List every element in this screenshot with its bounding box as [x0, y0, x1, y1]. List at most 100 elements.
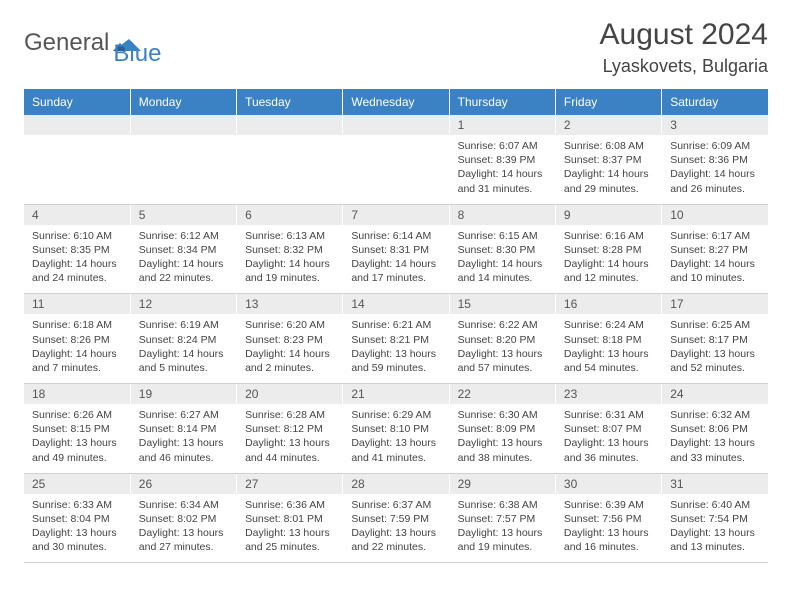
sunrise-line: Sunrise: 6:38 AM: [458, 498, 547, 512]
day-number: 3: [662, 115, 768, 135]
day-header: Wednesday: [343, 89, 449, 115]
day-number: 22: [450, 384, 555, 404]
day-number: 5: [131, 205, 236, 225]
sunset-line: Sunset: 8:04 PM: [32, 512, 122, 526]
day-header: Saturday: [662, 89, 768, 115]
sunrise-line: Sunrise: 6:07 AM: [458, 139, 547, 153]
calendar-cell: 9Sunrise: 6:16 AMSunset: 8:28 PMDaylight…: [555, 204, 661, 294]
day-body: Sunrise: 6:07 AMSunset: 8:39 PMDaylight:…: [450, 135, 555, 204]
sunrise-line: Sunrise: 6:20 AM: [245, 318, 334, 332]
day-number: 6: [237, 205, 342, 225]
day-body: Sunrise: 6:38 AMSunset: 7:57 PMDaylight:…: [450, 494, 555, 563]
calendar-cell: [130, 115, 236, 204]
sunset-line: Sunset: 8:07 PM: [564, 422, 653, 436]
calendar-cell: 22Sunrise: 6:30 AMSunset: 8:09 PMDayligh…: [449, 384, 555, 474]
sunrise-line: Sunrise: 6:15 AM: [458, 229, 547, 243]
calendar-cell: 10Sunrise: 6:17 AMSunset: 8:27 PMDayligh…: [662, 204, 768, 294]
day-number: 11: [24, 294, 130, 314]
calendar-cell: 14Sunrise: 6:21 AMSunset: 8:21 PMDayligh…: [343, 294, 449, 384]
day-number: 2: [556, 115, 661, 135]
daylight-line: Daylight: 14 hours and 24 minutes.: [32, 257, 122, 285]
daylight-line: Daylight: 13 hours and 49 minutes.: [32, 436, 122, 464]
day-number: 27: [237, 474, 342, 494]
daylight-line: Daylight: 13 hours and 54 minutes.: [564, 347, 653, 375]
daylight-line: Daylight: 14 hours and 19 minutes.: [245, 257, 334, 285]
logo-text-blue-wrap: Blue: [113, 40, 161, 68]
sunrise-line: Sunrise: 6:16 AM: [564, 229, 653, 243]
sunrise-line: Sunrise: 6:22 AM: [458, 318, 547, 332]
day-body: Sunrise: 6:22 AMSunset: 8:20 PMDaylight:…: [450, 314, 555, 383]
sunset-line: Sunset: 7:56 PM: [564, 512, 653, 526]
sunset-line: Sunset: 8:14 PM: [139, 422, 228, 436]
day-body: Sunrise: 6:14 AMSunset: 8:31 PMDaylight:…: [343, 225, 448, 294]
sunset-line: Sunset: 8:01 PM: [245, 512, 334, 526]
day-body: Sunrise: 6:25 AMSunset: 8:17 PMDaylight:…: [662, 314, 768, 383]
daylight-line: Daylight: 13 hours and 52 minutes.: [670, 347, 760, 375]
sunset-line: Sunset: 8:30 PM: [458, 243, 547, 257]
day-number: 12: [131, 294, 236, 314]
day-body: Sunrise: 6:10 AMSunset: 8:35 PMDaylight:…: [24, 225, 130, 294]
daylight-line: Daylight: 13 hours and 27 minutes.: [139, 526, 228, 554]
day-header: Friday: [555, 89, 661, 115]
daylight-line: Daylight: 14 hours and 5 minutes.: [139, 347, 228, 375]
sunset-line: Sunset: 8:09 PM: [458, 422, 547, 436]
day-number: 24: [662, 384, 768, 404]
calendar-cell: 28Sunrise: 6:37 AMSunset: 7:59 PMDayligh…: [343, 473, 449, 563]
sunrise-line: Sunrise: 6:24 AM: [564, 318, 653, 332]
day-number: 13: [237, 294, 342, 314]
day-body-empty: [237, 135, 342, 197]
sunset-line: Sunset: 7:57 PM: [458, 512, 547, 526]
daylight-line: Daylight: 14 hours and 22 minutes.: [139, 257, 228, 285]
day-number: 7: [343, 205, 448, 225]
daylight-line: Daylight: 14 hours and 17 minutes.: [351, 257, 440, 285]
sunrise-line: Sunrise: 6:29 AM: [351, 408, 440, 422]
sunset-line: Sunset: 8:17 PM: [670, 333, 760, 347]
day-body: Sunrise: 6:40 AMSunset: 7:54 PMDaylight:…: [662, 494, 768, 563]
sunrise-line: Sunrise: 6:26 AM: [32, 408, 122, 422]
calendar-cell: 21Sunrise: 6:29 AMSunset: 8:10 PMDayligh…: [343, 384, 449, 474]
calendar-cell: 23Sunrise: 6:31 AMSunset: 8:07 PMDayligh…: [555, 384, 661, 474]
sunset-line: Sunset: 8:24 PM: [139, 333, 228, 347]
sunrise-line: Sunrise: 6:13 AM: [245, 229, 334, 243]
sunrise-line: Sunrise: 6:33 AM: [32, 498, 122, 512]
calendar-cell: 1Sunrise: 6:07 AMSunset: 8:39 PMDaylight…: [449, 115, 555, 204]
day-body-empty: [343, 135, 448, 197]
day-number: 21: [343, 384, 448, 404]
calendar-cell: 3Sunrise: 6:09 AMSunset: 8:36 PMDaylight…: [662, 115, 768, 204]
daylight-line: Daylight: 13 hours and 46 minutes.: [139, 436, 228, 464]
day-number-empty: [131, 115, 236, 135]
logo-text-blue: Blue: [113, 40, 161, 67]
calendar-body: 1Sunrise: 6:07 AMSunset: 8:39 PMDaylight…: [24, 115, 768, 563]
calendar-cell: 2Sunrise: 6:08 AMSunset: 8:37 PMDaylight…: [555, 115, 661, 204]
sunrise-line: Sunrise: 6:30 AM: [458, 408, 547, 422]
day-number: 8: [450, 205, 555, 225]
logo-text-general: General: [24, 29, 109, 56]
day-body: Sunrise: 6:36 AMSunset: 8:01 PMDaylight:…: [237, 494, 342, 563]
day-body: Sunrise: 6:13 AMSunset: 8:32 PMDaylight:…: [237, 225, 342, 294]
day-number: 25: [24, 474, 130, 494]
sunrise-line: Sunrise: 6:10 AM: [32, 229, 122, 243]
calendar-cell: 25 Sunrise: 6:33 AMSunset: 8:04 PMDayligh…: [24, 473, 130, 563]
calendar-cell: 24Sunrise: 6:32 AMSunset: 8:06 PMDayligh…: [662, 384, 768, 474]
sunset-line: Sunset: 8:31 PM: [351, 243, 440, 257]
sunrise-line: Sunrise: 6:28 AM: [245, 408, 334, 422]
sunset-line: Sunset: 8:36 PM: [670, 153, 760, 167]
sunset-line: Sunset: 8:39 PM: [458, 153, 547, 167]
sunrise-line: Sunrise: 6:31 AM: [564, 408, 653, 422]
daylight-line: Daylight: 14 hours and 2 minutes.: [245, 347, 334, 375]
sunset-line: Sunset: 8:06 PM: [670, 422, 760, 436]
day-body: Sunrise: 6:08 AMSunset: 8:37 PMDaylight:…: [556, 135, 661, 204]
daylight-line: Daylight: 13 hours and 30 minutes.: [32, 526, 122, 554]
day-number: 10: [662, 205, 768, 225]
daylight-line: Daylight: 13 hours and 25 minutes.: [245, 526, 334, 554]
calendar-cell: [343, 115, 449, 204]
calendar-cell: 31Sunrise: 6:40 AMSunset: 7:54 PMDayligh…: [662, 473, 768, 563]
day-number: 20: [237, 384, 342, 404]
calendar-cell: 6Sunrise: 6:13 AMSunset: 8:32 PMDaylight…: [237, 204, 343, 294]
sunrise-line: Sunrise: 6:08 AM: [564, 139, 653, 153]
day-header-row: SundayMondayTuesdayWednesdayThursdayFrid…: [24, 89, 768, 115]
sunset-line: Sunset: 8:32 PM: [245, 243, 334, 257]
logo: General Blue: [24, 18, 161, 68]
sunrise-line: Sunrise: 6:27 AM: [139, 408, 228, 422]
day-body: Sunrise: 6:37 AMSunset: 7:59 PMDaylight:…: [343, 494, 448, 563]
